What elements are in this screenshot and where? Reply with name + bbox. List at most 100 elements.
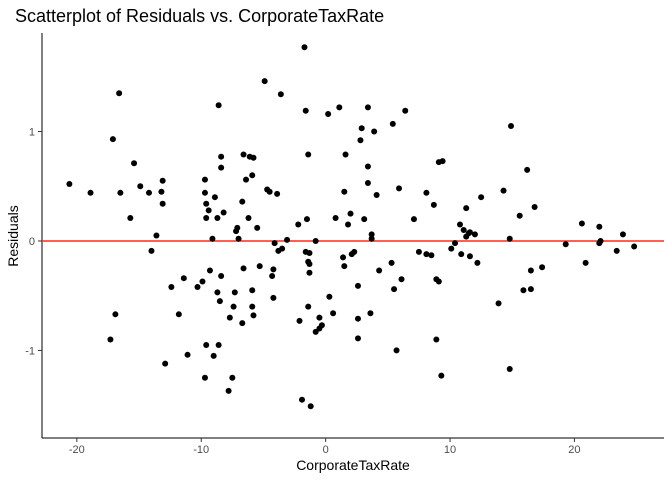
data-point-163 <box>524 166 531 173</box>
data-point-140 <box>435 278 442 285</box>
data-point-173 <box>597 237 604 244</box>
data-point-154 <box>474 259 481 266</box>
data-point-88 <box>307 403 314 410</box>
plot-area: -20 -10 0 10 20 -101 <box>25 33 664 456</box>
data-point-101 <box>340 254 347 261</box>
data-point-152 <box>466 253 473 260</box>
data-point-90 <box>302 248 309 255</box>
data-point-4 <box>116 90 123 97</box>
data-point-81 <box>302 107 309 114</box>
data-point-158 <box>506 235 513 242</box>
data-point-133 <box>423 189 430 196</box>
data-point-111 <box>358 125 365 132</box>
data-point-74 <box>277 91 284 98</box>
data-point-32 <box>203 341 210 348</box>
data-point-98 <box>330 310 337 317</box>
y-axis-title: Residuals <box>5 205 21 266</box>
data-point-11 <box>148 247 155 254</box>
data-point-161 <box>516 212 523 219</box>
data-point-151 <box>466 229 473 236</box>
data-point-125 <box>389 120 396 127</box>
data-point-171 <box>596 223 603 230</box>
data-point-114 <box>364 163 371 170</box>
data-point-142 <box>438 372 445 379</box>
x-tick-label: -20 <box>69 444 85 456</box>
data-point-2 <box>109 136 116 143</box>
data-point-143 <box>448 245 455 252</box>
data-point-78 <box>296 317 303 324</box>
data-point-118 <box>367 310 374 317</box>
data-point-59 <box>250 312 257 319</box>
data-point-35 <box>214 214 221 221</box>
data-point-72 <box>274 190 281 197</box>
data-point-30 <box>211 194 218 201</box>
data-point-162 <box>520 287 527 294</box>
data-point-27 <box>205 207 212 214</box>
data-point-67 <box>266 188 273 195</box>
data-point-64 <box>256 263 263 270</box>
data-point-55 <box>249 172 256 179</box>
data-point-145 <box>456 221 463 228</box>
data-point-127 <box>393 347 400 354</box>
data-point-71 <box>271 240 278 247</box>
data-point-175 <box>619 231 626 238</box>
data-point-134 <box>423 251 430 258</box>
data-point-49 <box>240 151 247 158</box>
data-point-148 <box>463 205 470 212</box>
data-point-69 <box>270 266 277 273</box>
data-point-28 <box>206 267 213 274</box>
data-point-68 <box>269 273 276 279</box>
data-point-85 <box>306 260 313 267</box>
data-point-87 <box>305 303 312 310</box>
y-tick-label: -1 <box>25 345 35 357</box>
data-point-132 <box>415 248 422 255</box>
data-point-117 <box>368 235 375 242</box>
data-point-51 <box>245 214 252 221</box>
data-point-136 <box>430 201 437 208</box>
data-point-70 <box>270 294 277 301</box>
data-point-37 <box>215 102 222 109</box>
data-point-75 <box>279 245 286 252</box>
data-point-21 <box>194 283 201 290</box>
x-tick-label: 0 <box>323 444 329 456</box>
data-point-15 <box>159 200 166 207</box>
data-point-97 <box>326 293 333 300</box>
data-point-62 <box>225 387 232 394</box>
data-point-103 <box>341 263 348 270</box>
data-point-124 <box>388 259 395 266</box>
data-point-41 <box>220 209 227 216</box>
data-point-122 <box>348 251 355 258</box>
data-point-121 <box>354 335 361 342</box>
x-tick-label: -10 <box>193 444 209 456</box>
data-point-6 <box>107 336 114 343</box>
data-point-128 <box>396 185 403 192</box>
data-point-20 <box>184 351 191 358</box>
data-point-99 <box>332 214 339 221</box>
data-point-157 <box>500 187 507 194</box>
data-point-17 <box>168 283 175 290</box>
data-point-14 <box>158 188 165 195</box>
data-point-44 <box>230 303 237 310</box>
data-point-53 <box>240 265 247 272</box>
data-point-19 <box>180 275 187 282</box>
data-point-45 <box>231 289 238 296</box>
data-point-12 <box>153 232 160 239</box>
data-point-31 <box>201 374 208 381</box>
data-point-58 <box>249 303 256 310</box>
data-point-26 <box>203 214 210 221</box>
data-point-105 <box>345 221 352 228</box>
data-point-165 <box>527 286 534 293</box>
data-point-79 <box>298 396 305 403</box>
data-point-164 <box>527 267 534 274</box>
data-point-156 <box>495 300 502 307</box>
data-point-106 <box>347 210 354 217</box>
data-point-33 <box>210 352 217 359</box>
x-tick-label: 10 <box>444 444 456 456</box>
data-point-22 <box>199 278 206 285</box>
data-point-176 <box>631 243 638 250</box>
data-point-159 <box>507 123 514 130</box>
data-point-0 <box>66 181 73 188</box>
x-ticks: -20 -10 0 10 20 <box>69 438 581 456</box>
data-point-169 <box>578 220 585 227</box>
